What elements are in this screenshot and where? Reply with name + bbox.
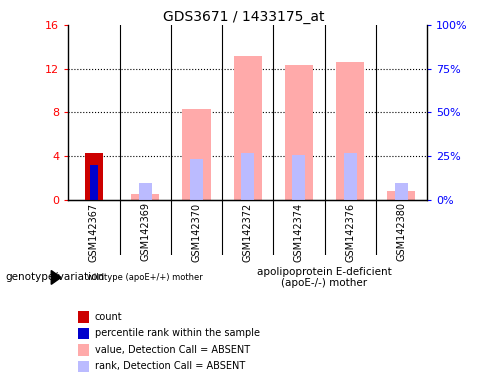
Text: rank, Detection Call = ABSENT: rank, Detection Call = ABSENT — [95, 361, 245, 371]
Text: genotype/variation: genotype/variation — [5, 272, 104, 283]
Bar — [285, 65, 313, 200]
Text: value, Detection Call = ABSENT: value, Detection Call = ABSENT — [95, 345, 250, 355]
Bar — [344, 153, 357, 200]
Bar — [139, 183, 152, 200]
Bar — [241, 153, 254, 200]
Text: GDS3671 / 1433175_at: GDS3671 / 1433175_at — [163, 10, 325, 23]
FancyBboxPatch shape — [78, 328, 89, 339]
Bar — [336, 62, 364, 200]
Text: apolipoprotein E-deficient
(apoE-/-) mother: apolipoprotein E-deficient (apoE-/-) mot… — [257, 266, 392, 288]
Bar — [190, 159, 203, 200]
Bar — [85, 153, 103, 200]
Bar — [387, 191, 415, 200]
FancyBboxPatch shape — [78, 344, 89, 356]
Bar — [131, 194, 159, 200]
Polygon shape — [51, 270, 61, 284]
FancyBboxPatch shape — [78, 311, 89, 323]
Text: percentile rank within the sample: percentile rank within the sample — [95, 328, 260, 338]
Text: count: count — [95, 312, 122, 322]
Bar — [90, 165, 98, 200]
Bar — [234, 56, 262, 200]
Bar — [292, 155, 305, 200]
Text: wildtype (apoE+/+) mother: wildtype (apoE+/+) mother — [87, 273, 203, 282]
FancyBboxPatch shape — [78, 361, 89, 372]
Bar — [183, 109, 210, 200]
Bar — [395, 183, 408, 200]
